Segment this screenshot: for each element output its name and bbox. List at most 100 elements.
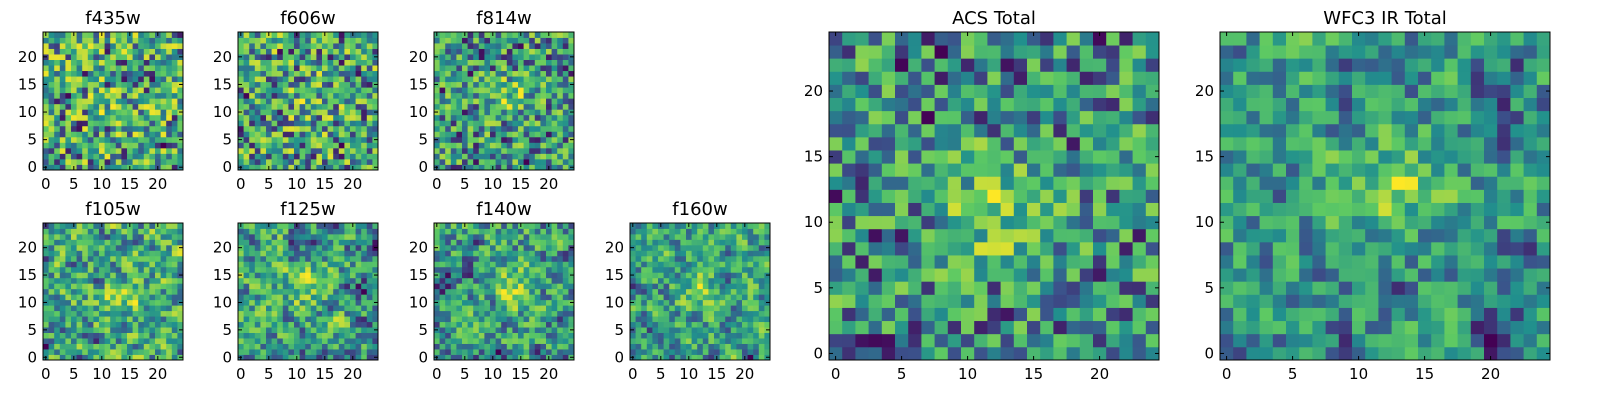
cell	[1027, 215, 1041, 230]
cell	[947, 255, 962, 269]
cell	[434, 142, 440, 149]
cell	[71, 316, 77, 323]
cell	[121, 332, 128, 339]
cell	[462, 87, 468, 94]
cell	[361, 343, 368, 350]
cell	[294, 153, 300, 160]
cell	[534, 48, 541, 55]
cell	[495, 48, 502, 55]
cell	[115, 288, 122, 295]
cell	[630, 294, 636, 301]
cell	[305, 131, 312, 138]
cell	[143, 153, 150, 160]
cell	[753, 338, 760, 344]
cell	[249, 164, 256, 171]
cell	[82, 158, 89, 165]
cell	[445, 153, 452, 160]
cell	[540, 92, 547, 99]
cell	[484, 136, 491, 143]
cell	[110, 338, 117, 344]
cell	[361, 114, 368, 121]
cell	[355, 321, 362, 328]
cell	[65, 294, 72, 301]
cell	[127, 343, 133, 350]
cell	[568, 228, 575, 235]
cell	[143, 288, 150, 295]
cell	[316, 98, 323, 105]
cell	[243, 59, 250, 66]
cell	[434, 316, 440, 323]
cell	[523, 223, 530, 229]
cell	[641, 261, 648, 268]
cell	[82, 294, 89, 301]
cell	[82, 354, 89, 361]
x-tick-label: 0	[432, 175, 442, 193]
cell	[76, 131, 83, 138]
cell	[333, 92, 340, 99]
cell	[562, 37, 569, 44]
cell	[76, 48, 83, 55]
cell	[149, 316, 156, 323]
cell	[987, 281, 1001, 295]
cell	[1053, 281, 1067, 295]
cell	[59, 131, 66, 138]
cell	[456, 228, 463, 235]
cell	[71, 266, 77, 273]
cell	[310, 283, 317, 290]
cell	[674, 343, 681, 350]
cell	[641, 223, 648, 229]
cell	[473, 109, 480, 116]
cell	[434, 147, 440, 154]
cell	[71, 272, 77, 279]
cell	[730, 266, 737, 273]
cell	[310, 164, 317, 171]
cell	[160, 272, 167, 279]
cell	[490, 81, 496, 88]
cell	[372, 142, 379, 149]
cell	[87, 48, 94, 55]
cell	[82, 37, 89, 44]
cell	[127, 266, 133, 273]
cell	[680, 239, 687, 246]
cell	[372, 43, 379, 49]
cell	[127, 59, 133, 66]
cell	[104, 305, 111, 312]
cell	[299, 125, 306, 132]
cell	[59, 76, 66, 83]
cell	[115, 59, 122, 66]
cell	[372, 332, 379, 339]
cell	[529, 164, 536, 171]
cell	[299, 288, 306, 295]
cell	[456, 349, 463, 355]
cell	[434, 92, 440, 99]
cell	[138, 147, 145, 154]
cell	[534, 299, 541, 306]
cell	[366, 114, 373, 121]
cell	[59, 92, 66, 99]
cell	[138, 349, 145, 355]
cell	[697, 338, 704, 344]
cell	[299, 239, 306, 246]
cell	[506, 131, 513, 138]
cell	[171, 65, 178, 72]
cell	[366, 283, 373, 290]
cell	[338, 244, 345, 251]
cell	[934, 268, 949, 282]
cell	[1079, 202, 1094, 217]
cell	[282, 239, 289, 246]
cell	[115, 255, 122, 262]
cell	[316, 228, 323, 235]
cell	[238, 98, 244, 105]
cell	[59, 223, 66, 229]
cell	[87, 37, 94, 44]
cell	[868, 163, 883, 177]
cell	[350, 76, 356, 83]
cell	[764, 349, 771, 355]
cell	[456, 316, 463, 323]
cell	[171, 261, 178, 268]
cell	[534, 228, 541, 235]
cell	[327, 125, 334, 132]
cell	[305, 349, 312, 355]
cell	[725, 338, 732, 344]
cell	[568, 37, 575, 44]
